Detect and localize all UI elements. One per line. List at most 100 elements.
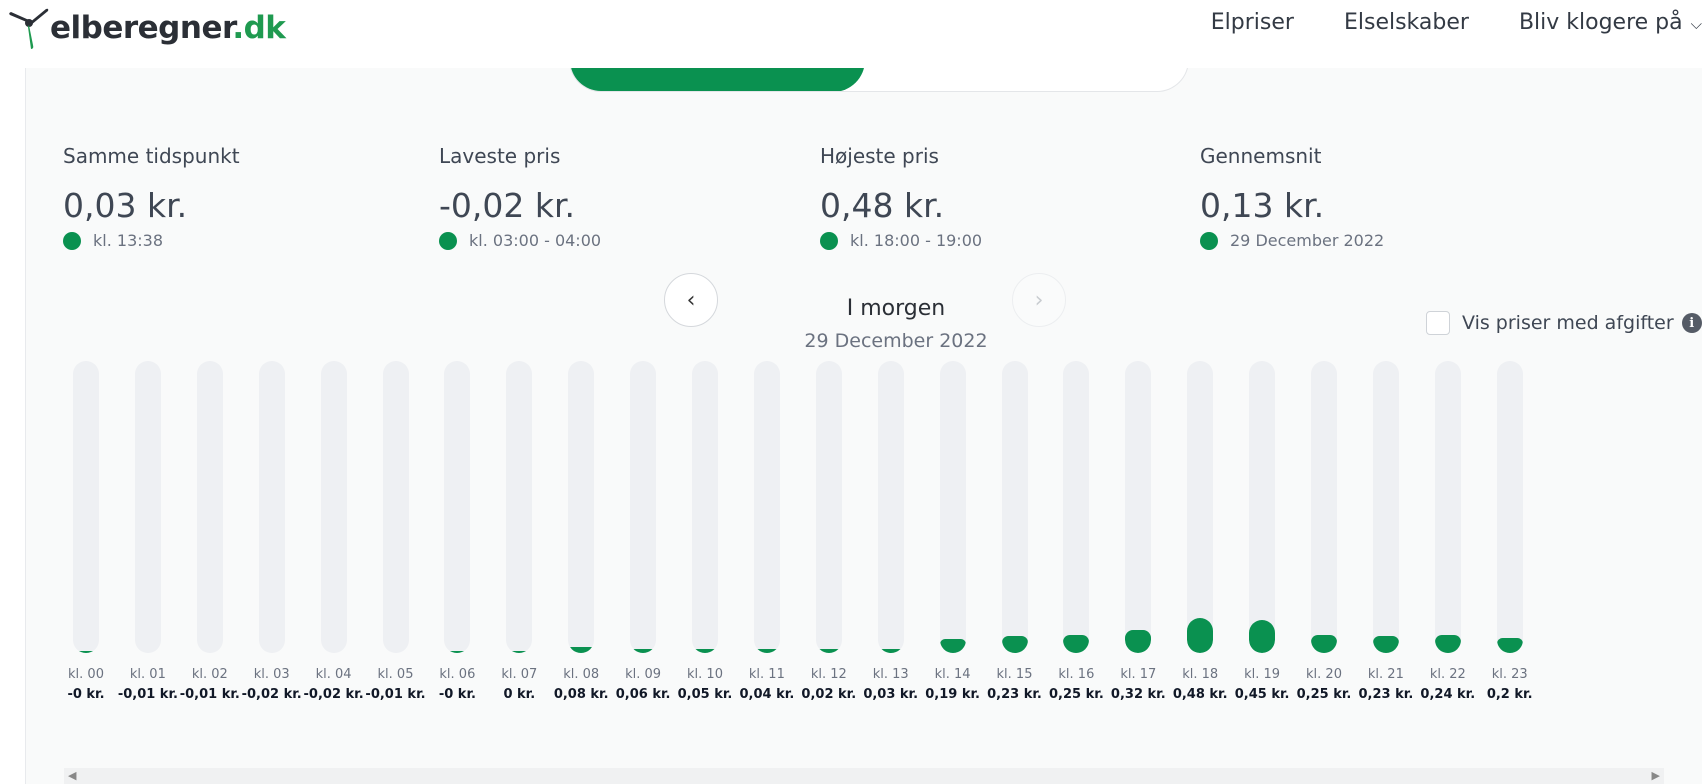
price-bar-track[interactable]	[1496, 361, 1523, 653]
price-bar	[1063, 634, 1090, 653]
price-label: -0,02 kr.	[241, 687, 302, 702]
price-bar	[753, 649, 780, 653]
price-bar-track[interactable]	[258, 361, 285, 653]
price-label: 0,25 kr.	[1296, 687, 1352, 702]
stat-value: -0,02 kr.	[439, 186, 576, 225]
price-bar-track[interactable]	[815, 361, 842, 653]
price-bar-track[interactable]	[568, 361, 595, 653]
stat-sub: kl. 03:00 - 04:00	[439, 231, 819, 250]
price-bar-track[interactable]	[1311, 361, 1337, 653]
status-dot-icon	[1200, 231, 1218, 250]
hour-label: kl. 02	[191, 667, 228, 682]
price-label: -0,02 kr.	[303, 687, 364, 702]
price-bar-track[interactable]	[753, 361, 780, 653]
fee-checkbox[interactable]	[1426, 311, 1450, 335]
hour-label: kl. 12	[810, 667, 847, 682]
price-bar	[506, 651, 533, 653]
fee-label: Vis priser med afgifter	[1462, 312, 1674, 334]
site-logo[interactable]: elberegner.dk	[6, 4, 286, 52]
nav-elpriser[interactable]: Elpriser	[1210, 10, 1294, 35]
price-bar-track[interactable]	[939, 361, 966, 653]
price-bar-track[interactable]	[196, 361, 223, 653]
price-bar-track[interactable]	[692, 361, 718, 653]
stat-label: Samme tidspunkt	[63, 144, 240, 168]
hour-label: kl. 10	[687, 667, 723, 682]
price-bar-track[interactable]	[1372, 361, 1399, 653]
hour-label: kl. 07	[501, 667, 538, 682]
info-icon[interactable]: i	[1681, 313, 1702, 333]
hour-label: kl. 01	[129, 667, 166, 682]
price-bar-track[interactable]	[320, 361, 347, 653]
price-bar	[815, 649, 842, 653]
price-bar	[1125, 629, 1152, 653]
nav-elselskaber[interactable]: Elselskaber	[1343, 10, 1469, 35]
price-bar	[1249, 620, 1276, 653]
stat-label: Laveste pris	[439, 144, 561, 168]
price-bar-track[interactable]	[877, 361, 904, 653]
price-label: 0,06 kr.	[615, 687, 671, 702]
price-bar-track[interactable]	[444, 361, 471, 653]
price-bar	[1187, 617, 1214, 653]
price-bar	[1496, 638, 1523, 653]
stat-sub-text: kl. 13:38	[93, 231, 163, 250]
horizontal-scrollbar[interactable]: ◀ ▶	[64, 768, 1664, 784]
hour-label: kl. 03	[253, 667, 290, 682]
price-bar	[939, 639, 966, 653]
price-bar-track[interactable]	[382, 361, 409, 653]
stat-sub-text: 29 December 2022	[1230, 231, 1385, 250]
price-label: 0,24 kr.	[1420, 687, 1476, 702]
price-label: 0,04 kr.	[739, 687, 795, 702]
price-bar-track[interactable]	[1063, 361, 1090, 653]
price-label: -0 kr.	[438, 687, 476, 702]
stat-value: 0,03 kr.	[63, 186, 188, 225]
price-label: -0,01 kr.	[179, 687, 240, 702]
price-label: 0,23 kr.	[987, 687, 1042, 702]
price-bar-track[interactable]	[73, 361, 99, 653]
nav-bliv-klogere[interactable]: Bliv klogere på ⌵	[1518, 10, 1702, 35]
stat-same-time: Samme tidspunkt 0,03 kr. kl. 13:38	[63, 144, 443, 250]
price-bar-track[interactable]	[1249, 361, 1276, 653]
price-label: 0,02 kr.	[801, 687, 857, 702]
price-label: 0,48 kr.	[1172, 687, 1228, 702]
hour-label: kl. 04	[315, 667, 352, 682]
stat-sub: kl. 18:00 - 19:00	[820, 231, 1200, 250]
price-label: 0,23 kr.	[1358, 687, 1414, 702]
price-label: 0,25 kr.	[1049, 687, 1104, 702]
price-bar-track[interactable]	[1125, 361, 1152, 653]
price-bar	[444, 651, 471, 653]
stat-value: 0,48 kr.	[820, 186, 945, 225]
price-bar-track[interactable]	[134, 361, 161, 653]
hour-label: kl. 14	[934, 667, 971, 682]
price-bar	[877, 649, 904, 653]
scroll-right-icon[interactable]: ▶	[1651, 769, 1660, 782]
hour-label: kl. 21	[1367, 667, 1404, 682]
stat-highest-price: Højeste pris 0,48 kr. kl. 18:00 - 19:00	[820, 144, 1200, 250]
hour-label: kl. 09	[625, 667, 662, 682]
price-bar-track[interactable]	[506, 361, 533, 653]
price-bar-track[interactable]	[1434, 361, 1461, 653]
hour-label: kl. 23	[1491, 667, 1528, 682]
next-day-button[interactable]: ›	[1012, 273, 1066, 327]
hour-label: kl. 18	[1182, 667, 1219, 682]
price-bar-track[interactable]	[630, 361, 657, 653]
wind-turbine-logo-icon	[9, 8, 49, 49]
stat-label: Højeste pris	[820, 144, 939, 168]
hour-label: kl. 15	[996, 667, 1033, 682]
stat-sub: kl. 13:38	[63, 231, 443, 250]
stat-sub: 29 December 2022	[1200, 231, 1580, 250]
prev-day-button[interactable]: ‹	[664, 273, 718, 327]
chevron-down-icon: ⌵	[1690, 15, 1702, 33]
status-dot-icon	[439, 231, 457, 250]
site-header: elberegner.dk Elpriser Elselskaber Bliv …	[0, 0, 1702, 68]
hour-label: kl. 16	[1058, 667, 1095, 682]
hour-label: kl. 17	[1120, 667, 1157, 682]
fee-toggle[interactable]: Vis priser med afgifter i	[1426, 311, 1702, 335]
scroll-left-icon[interactable]: ◀	[68, 769, 77, 782]
price-bar-track[interactable]	[1001, 361, 1028, 653]
price-label: -0,01 kr.	[117, 687, 178, 702]
price-bar-track[interactable]	[1187, 361, 1214, 653]
hour-label: kl. 13	[872, 667, 909, 682]
price-label: 0,45 kr.	[1234, 687, 1290, 702]
price-label: -0 kr.	[67, 687, 105, 702]
price-label: 0,2 kr.	[1486, 687, 1533, 702]
